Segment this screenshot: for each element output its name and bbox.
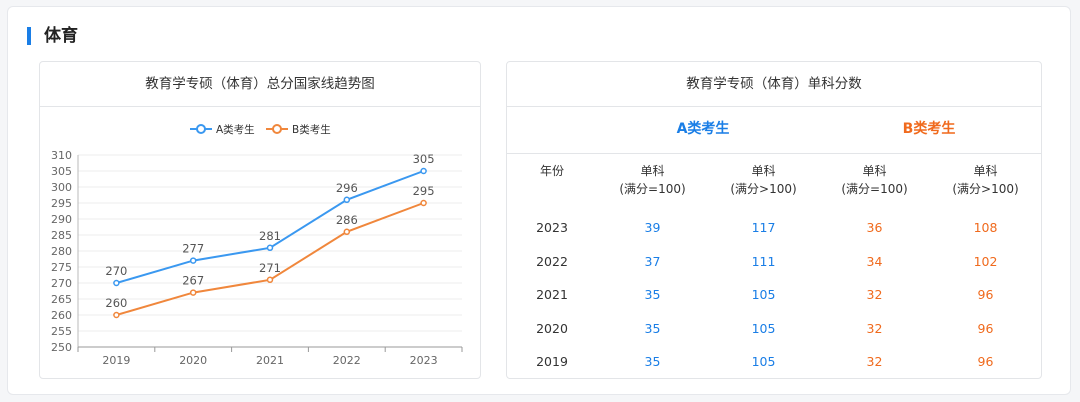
- b-score-100: 32: [866, 354, 883, 370]
- data-point: [113, 311, 120, 319]
- data-point: [266, 276, 274, 284]
- year-cell: 2021: [536, 287, 568, 303]
- col-header-a1: 单科 (满分=100): [619, 164, 686, 196]
- b-score-100: 34: [866, 253, 883, 269]
- b-score-gt100: 108: [973, 220, 998, 236]
- data-point: [113, 279, 120, 287]
- table-header-row: 年份 单科 (满分=100) 单科 (满分>100) 单科 (满分=100) 单科 (满…: [507, 154, 1041, 211]
- a-score-gt100: 111: [751, 253, 776, 269]
- data-label: 267: [182, 274, 204, 288]
- y-tick-label: 260: [51, 309, 72, 322]
- year-cell: 2023: [536, 220, 568, 236]
- data-label: 277: [182, 242, 204, 256]
- year-cell: 2019: [536, 354, 568, 370]
- year-cell: 2020: [536, 320, 568, 336]
- x-tick-label: 2019: [102, 354, 130, 367]
- year-cell: 2022: [536, 253, 568, 269]
- y-tick-label: 275: [51, 261, 72, 274]
- class-a-label: A类考生: [676, 121, 730, 137]
- a-score-100: 35: [644, 287, 661, 303]
- year-header: 年份: [539, 164, 564, 178]
- data-label: 295: [413, 184, 435, 198]
- chart-card-title: 教育学专硕（体育）总分国家线趋势图: [40, 62, 480, 107]
- y-tick-label: 255: [51, 325, 72, 338]
- data-point: [420, 199, 427, 207]
- section-title: 体育: [44, 26, 78, 46]
- table-card-title: 教育学专硕（体育）单科分数: [507, 62, 1041, 107]
- single-subject-card: 教育学专硕（体育）单科分数 A类考生 B类考生 年份 单科 (满分=100) 单科…: [506, 61, 1042, 379]
- table-row: 2019 35 105 32 96: [507, 345, 1041, 379]
- b-score-100: 36: [866, 220, 883, 236]
- data-point: [343, 196, 351, 204]
- col-header-a2: 单科 (满分>100): [730, 164, 797, 196]
- col-header-b1: 单科 (满分=100): [841, 164, 908, 196]
- b-score-gt100: 102: [973, 253, 998, 269]
- legend-label: B类考生: [292, 123, 331, 136]
- table-row: 2022 37 111 34 102: [507, 245, 1041, 279]
- data-label: 305: [413, 152, 435, 166]
- trend-line-chart: 250 255 260 265 270 275 280 285 290 295 300 305 310 2…: [51, 123, 463, 367]
- legend-label: A类考生: [216, 123, 255, 136]
- data-label: 296: [336, 181, 358, 195]
- table-row: 2020 35 105 32 96: [507, 312, 1041, 346]
- a-score-gt100: 105: [751, 287, 776, 303]
- data-point: [189, 257, 197, 264]
- a-score-100: 37: [644, 253, 661, 269]
- y-tick-label: 270: [51, 277, 72, 290]
- y-tick-label: 250: [51, 341, 72, 354]
- col-header-b2: 单科 (满分>100): [952, 164, 1019, 196]
- a-score-100: 35: [644, 320, 661, 336]
- a-score-gt100: 117: [751, 220, 776, 236]
- data-label: 286: [336, 213, 358, 227]
- b-score-100: 32: [866, 287, 883, 303]
- y-tick-label: 305: [51, 165, 72, 178]
- data-point: [266, 244, 274, 252]
- legend-marker: [272, 124, 282, 134]
- y-tick-label: 290: [51, 213, 72, 226]
- data-label: 271: [259, 261, 281, 275]
- series-line: [116, 202, 424, 316]
- data-point: [343, 228, 351, 236]
- x-tick-label: 2022: [333, 354, 361, 367]
- y-tick-label: 265: [51, 293, 72, 306]
- b-score-100: 32: [866, 320, 883, 336]
- section-accent-bar: [27, 27, 31, 45]
- class-b-label: B类考生: [902, 121, 956, 137]
- data-label: 260: [105, 296, 127, 310]
- table-row: 2023 39 117 36 108: [507, 211, 1041, 245]
- b-score-gt100: 96: [977, 320, 994, 336]
- x-tick-label: 2023: [410, 354, 438, 367]
- y-tick-label: 310: [51, 149, 72, 162]
- data-label: 281: [259, 229, 281, 243]
- y-tick-label: 280: [51, 245, 72, 258]
- score-table: 年份 单科 (满分=100) 单科 (满分>100) 单科 (满分=100) 单科 (满…: [507, 154, 1041, 379]
- class-header-row: A类考生 B类考生: [507, 107, 1041, 154]
- a-score-gt100: 105: [751, 354, 776, 370]
- a-score-gt100: 105: [751, 320, 776, 336]
- x-tick-label: 2021: [256, 354, 284, 367]
- a-score-100: 35: [644, 354, 661, 370]
- y-tick-label: 295: [51, 197, 72, 210]
- table-row: 2021 35 105 32 96: [507, 278, 1041, 312]
- b-score-gt100: 96: [977, 354, 994, 370]
- b-score-gt100: 96: [977, 287, 994, 303]
- legend-marker: [196, 124, 206, 134]
- data-point: [189, 289, 197, 296]
- data-label: 270: [105, 264, 127, 278]
- trend-chart-card: 教育学专硕（体育）总分国家线趋势图 250 255 260 265 270 275 280 2…: [39, 61, 481, 379]
- data-point: [420, 167, 427, 175]
- a-score-100: 39: [644, 220, 661, 236]
- y-tick-label: 300: [51, 181, 72, 194]
- score-panel: 体育 教育学专硕（体育）总分国家线趋势图 250 255 260 265 270 275 2…: [7, 6, 1071, 395]
- y-tick-label: 285: [51, 229, 72, 242]
- x-tick-label: 2020: [179, 354, 207, 367]
